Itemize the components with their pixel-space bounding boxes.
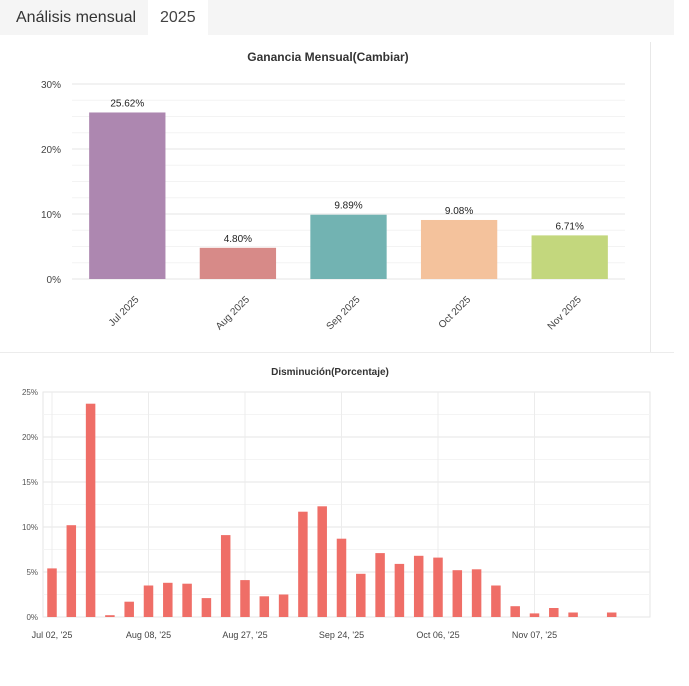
x-tick-label: Aug 27, '25 <box>222 630 267 640</box>
bar <box>201 598 212 617</box>
x-axis: Jul 2025 Aug 2025 Sep 2025 Oct 2025 Nov 2025 <box>107 294 584 332</box>
bar <box>420 219 498 279</box>
bar <box>531 235 608 279</box>
y-tick-label: 5% <box>26 568 38 577</box>
y-tick-label: 20% <box>22 433 38 442</box>
x-tick-label: Jul 02, '25 <box>32 630 73 640</box>
bar <box>568 612 578 617</box>
tab-analisis-mensual[interactable]: Análisis mensual <box>16 9 137 26</box>
data-label: 9.08% <box>445 206 473 217</box>
gridlines <box>43 391 650 618</box>
x-tick-label: Oct 2025 <box>437 294 474 331</box>
data-label: 25.62% <box>110 98 144 109</box>
bars <box>89 112 608 279</box>
y-axis: 0% 5% 10% 15% 20% 25% <box>22 388 38 622</box>
bar <box>549 608 559 617</box>
section-divider <box>0 352 674 353</box>
bar <box>259 596 270 617</box>
bar <box>336 538 347 617</box>
x-tick-label: Aug 2025 <box>214 294 252 332</box>
bar <box>240 580 250 617</box>
y-tick-label: 15% <box>22 478 38 487</box>
data-labels: 25.62% 4.80% 9.89% 9.08% 6.71% <box>110 98 584 244</box>
data-label: 6.71% <box>556 221 584 232</box>
bar <box>606 612 617 617</box>
drawdown-chart: Disminución(Porcentaje) 0% 5% 10% 15% 20% 25%… <box>22 367 651 640</box>
bar <box>124 601 134 617</box>
panel-divider <box>650 42 651 352</box>
monthly-gain-chart: Ganancia Mensual(Cambiar) 0% 10% 20% 30% 25… <box>41 50 625 332</box>
bar <box>317 506 327 617</box>
y-tick-label: 10% <box>22 523 38 532</box>
x-tick-label: Nov 2025 <box>546 294 584 332</box>
bar <box>47 568 57 617</box>
x-tick-label: Aug 08, '25 <box>126 630 171 640</box>
bar <box>182 583 192 617</box>
chart-title: Disminución(Porcentaje) <box>271 367 389 378</box>
bar <box>298 511 308 617</box>
bar <box>199 247 277 279</box>
bar <box>220 535 231 617</box>
bar <box>529 613 540 617</box>
chart-title: Ganancia Mensual(Cambiar) <box>247 50 408 64</box>
data-label: 4.80% <box>224 234 252 245</box>
x-tick-label: Sep 2025 <box>325 294 363 332</box>
bar <box>356 573 366 617</box>
y-tick-label: 10% <box>41 210 61 221</box>
x-tick-label: Nov 07, '25 <box>512 630 557 640</box>
bar <box>413 555 424 617</box>
bar <box>375 553 385 617</box>
bar <box>491 585 501 617</box>
y-tick-label: 0% <box>47 275 62 286</box>
bar <box>394 563 405 617</box>
bar <box>510 606 520 617</box>
y-tick-label: 30% <box>41 80 61 91</box>
bar <box>89 112 166 279</box>
x-axis: Jul 02, '25 Aug 08, '25 Aug 27, '25 Sep 24,… <box>32 630 558 640</box>
data-label: 9.89% <box>334 201 362 212</box>
bar <box>278 594 289 617</box>
y-tick-label: 20% <box>41 145 61 156</box>
x-tick-label: Sep 24, '25 <box>319 630 364 640</box>
y-tick-label: 25% <box>22 388 38 397</box>
bar <box>452 570 463 617</box>
x-tick-label: Jul 2025 <box>107 294 142 329</box>
bars <box>47 403 617 617</box>
bar <box>310 214 387 279</box>
bar <box>163 582 173 617</box>
y-axis: 0% 10% 20% 30% <box>41 80 61 286</box>
x-tick-label: Oct 06, '25 <box>416 630 459 640</box>
y-tick-label: 0% <box>26 613 38 622</box>
bar <box>433 557 443 617</box>
bar <box>85 403 96 617</box>
tab-bar: Análisis mensual 2025 <box>0 0 674 35</box>
bar <box>471 569 482 617</box>
bar <box>105 615 115 617</box>
tab-year-2025[interactable]: 2025 <box>148 0 208 35</box>
bar <box>66 525 77 617</box>
bar <box>143 585 154 617</box>
